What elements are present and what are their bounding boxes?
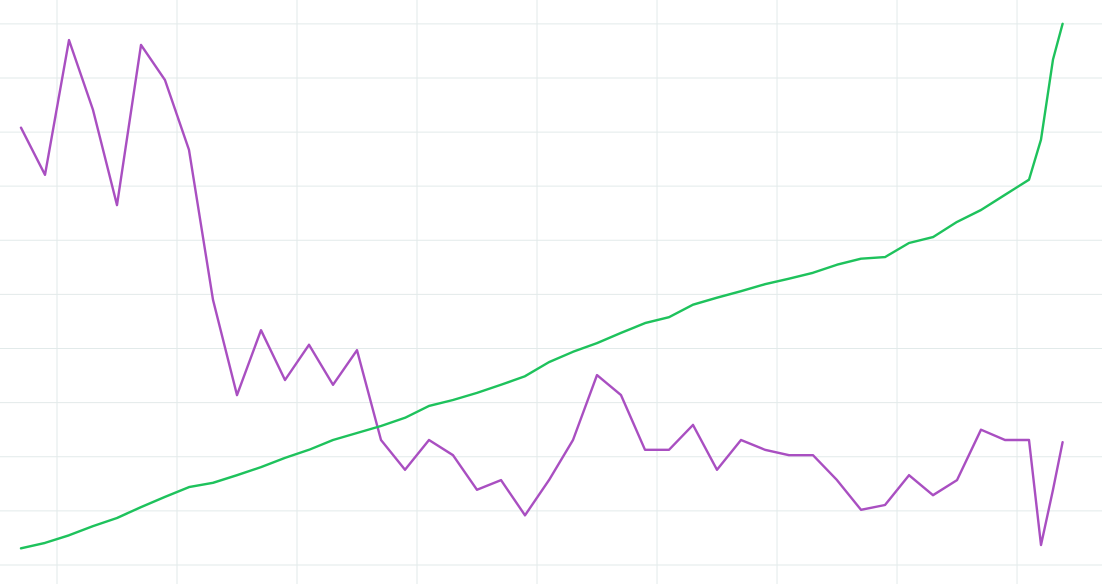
- data-line: [19, 38, 1064, 547]
- data-line: [19, 22, 1064, 550]
